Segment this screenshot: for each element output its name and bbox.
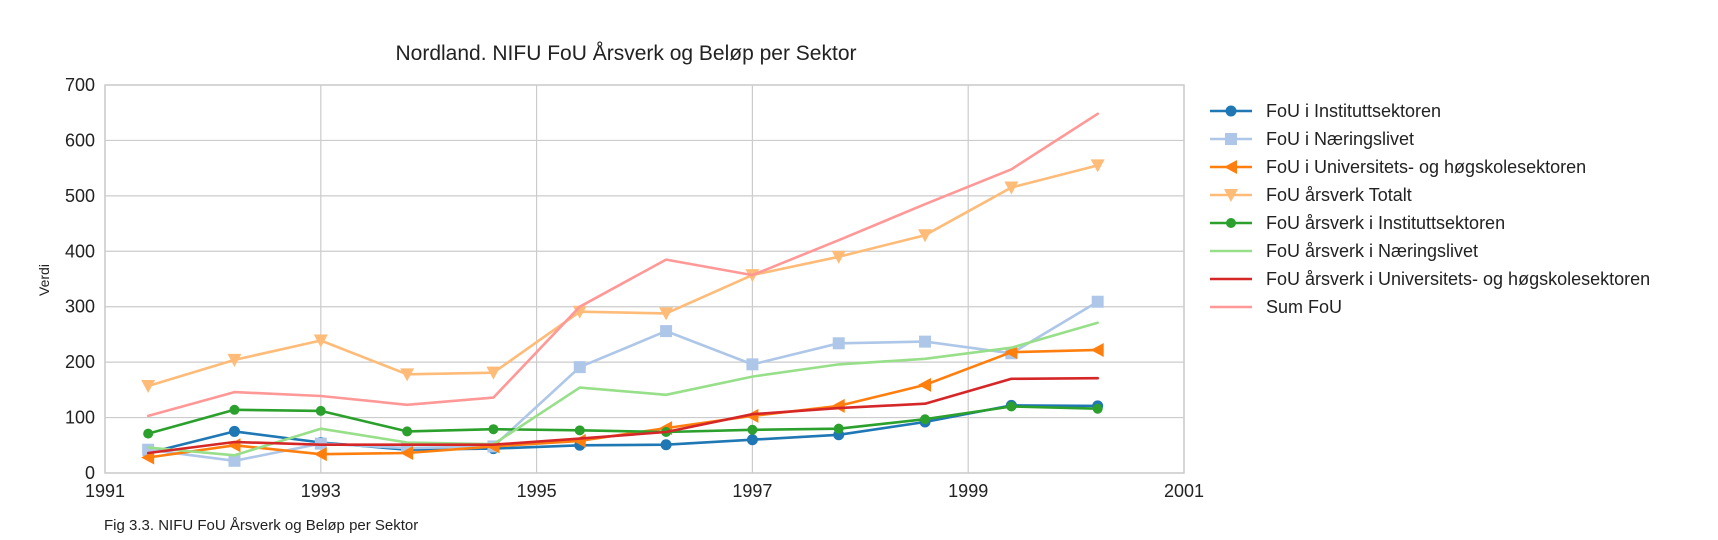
x-tick-label: 2001 (1164, 481, 1204, 501)
data-point (400, 446, 414, 461)
data-point (747, 424, 758, 435)
data-point (1006, 401, 1017, 412)
legend-entry: Sum FoU (1210, 297, 1342, 317)
series-4 (141, 159, 1105, 393)
legend-entry: FoU årsverk i Universitets- og høgskoles… (1210, 269, 1650, 289)
x-tick-label: 1999 (948, 481, 988, 501)
data-point (313, 447, 327, 462)
data-point (1004, 181, 1019, 195)
y-tick-label: 100 (65, 408, 95, 428)
legend: FoU i Instituttsektoren FoU i Næringslive… (1210, 101, 1650, 317)
series-line (146, 405, 1099, 435)
x-tick-label: 1997 (732, 481, 772, 501)
data-point (660, 325, 673, 338)
data-point (659, 307, 674, 321)
legend-entry: FoU årsverk i Instituttsektoren (1210, 213, 1505, 233)
data-point (228, 454, 241, 467)
y-tick-label: 700 (65, 75, 95, 95)
legend-label: FoU årsverk i Universitets- og høgskoles… (1266, 269, 1650, 289)
data-point (919, 335, 932, 348)
grid (104, 84, 1185, 474)
y-tick-label: 300 (65, 297, 95, 317)
x-tick-label: 1993 (301, 481, 341, 501)
legend-label: FoU årsverk i Næringslivet (1266, 241, 1478, 261)
series-line (146, 376, 1099, 455)
data-point (574, 425, 585, 436)
data-point (486, 366, 501, 380)
legend-entry: FoU årsverk i Næringslivet (1210, 241, 1478, 261)
legend-marker (1225, 133, 1237, 145)
data-point (228, 425, 240, 437)
series-line (146, 300, 1099, 463)
series-8 (146, 112, 1099, 418)
legend-entry: FoU i Universitets- og høgskolesektoren (1210, 157, 1586, 177)
data-point (746, 434, 758, 446)
plot-frame (104, 84, 1185, 474)
data-point (831, 250, 846, 264)
legend-label: FoU i Næringslivet (1266, 129, 1414, 149)
legend-marker (1224, 160, 1237, 174)
legend-entry: FoU i Instituttsektoren (1210, 101, 1441, 121)
data-point (745, 408, 759, 423)
series-line (146, 348, 1099, 459)
data-point (141, 379, 156, 393)
legend-marker (1226, 218, 1236, 228)
series-5 (143, 401, 1103, 439)
legend-label: FoU i Instituttsektoren (1266, 101, 1441, 121)
legend-marker (1224, 189, 1238, 202)
data-point (918, 377, 932, 392)
series-layer (141, 112, 1105, 467)
data-point (1091, 295, 1104, 308)
data-point (315, 405, 326, 416)
legend-entry: FoU årsverk Totalt (1210, 185, 1412, 205)
legend-label: Sum FoU (1266, 297, 1342, 317)
figure-caption: Fig 3.3. NIFU FoU Årsverk og Beløp per S… (104, 517, 418, 534)
data-point (831, 398, 845, 413)
data-point (1092, 403, 1103, 414)
series-line (146, 404, 1099, 455)
data-point (660, 439, 672, 451)
y-tick-label: 500 (65, 186, 95, 206)
data-point (227, 353, 242, 367)
data-point (402, 426, 413, 437)
data-point (488, 424, 499, 435)
legend-marker (1225, 105, 1237, 117)
legend-label: FoU årsverk i Instituttsektoren (1266, 213, 1505, 233)
y-axis-label: Verdi (36, 264, 52, 296)
data-point (227, 438, 241, 453)
y-tick-label: 0 (85, 463, 95, 483)
data-point (1090, 342, 1104, 357)
data-point (229, 404, 240, 415)
legend-label: FoU årsverk Totalt (1266, 185, 1412, 205)
chart-title: Nordland. NIFU FoU Årsverk og Beløp per … (396, 42, 857, 65)
legend-entry: FoU i Næringslivet (1210, 129, 1414, 149)
y-tick-label: 400 (65, 241, 95, 261)
x-tick-label: 1995 (517, 481, 557, 501)
series-7 (146, 376, 1099, 455)
series-line (146, 112, 1099, 418)
data-point (920, 414, 931, 425)
y-tick-label: 200 (65, 352, 95, 372)
series-2 (142, 295, 1104, 467)
series-line (146, 164, 1099, 388)
data-point (746, 358, 759, 371)
data-point (1004, 345, 1018, 360)
data-point (313, 334, 328, 348)
series-6 (146, 321, 1099, 457)
data-point (573, 361, 586, 374)
legend-label: FoU i Universitets- og høgskolesektoren (1266, 157, 1586, 177)
x-tick-label: 1991 (85, 481, 125, 501)
data-point (141, 450, 155, 465)
data-point (832, 337, 845, 350)
data-point (918, 229, 933, 243)
data-point (1090, 159, 1105, 173)
data-point (833, 423, 844, 434)
y-tick-label: 600 (65, 130, 95, 150)
series-line (146, 321, 1099, 457)
data-point (143, 428, 154, 439)
data-point (400, 368, 415, 382)
ticks: 1991 1993 1995 1997 1999 2001 0 100 200 300 400 500… (65, 75, 1204, 501)
